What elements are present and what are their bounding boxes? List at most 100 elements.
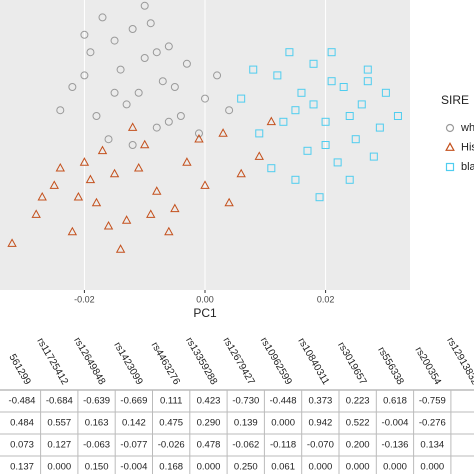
- point: [128, 25, 137, 33]
- table-cell: 0.250: [234, 462, 258, 473]
- point: [122, 100, 131, 109]
- point: [128, 141, 137, 149]
- point: [297, 88, 306, 97]
- point: [363, 65, 372, 74]
- points: [7, 1, 402, 253]
- point: [170, 83, 179, 91]
- point: [73, 191, 84, 201]
- point: [140, 1, 149, 10]
- point: [266, 116, 277, 126]
- point: [333, 158, 342, 167]
- point: [134, 88, 143, 97]
- point: [237, 94, 246, 103]
- table-cell: 0.073: [10, 440, 34, 451]
- point: [164, 226, 174, 236]
- x-tick-label: 0.02: [317, 294, 335, 304]
- point: [85, 174, 96, 184]
- legend-label: white: [460, 122, 474, 134]
- point: [170, 203, 180, 213]
- point: [224, 197, 234, 207]
- table-cell: -0.759: [419, 396, 446, 407]
- point: [273, 71, 282, 80]
- point: [103, 220, 114, 230]
- table-cell: 0.134: [420, 440, 444, 451]
- point: [140, 139, 150, 149]
- column-header: rs1423099: [111, 340, 144, 387]
- point: [133, 162, 144, 172]
- table-cell: -0.118: [270, 440, 296, 451]
- column-header: rs556338: [375, 345, 406, 387]
- point: [194, 129, 203, 138]
- table-cell: 0.000: [346, 462, 370, 473]
- legend-title: SIRE: [441, 93, 469, 107]
- point: [92, 112, 101, 120]
- column-header: rs13359288: [183, 336, 219, 388]
- table-cell: -0.136: [382, 440, 409, 451]
- point: [146, 19, 155, 28]
- point: [255, 129, 264, 138]
- point: [225, 106, 234, 115]
- table-cell: -0.070: [307, 440, 334, 451]
- point: [267, 164, 276, 173]
- table-cell: 0.163: [85, 418, 109, 429]
- grid: [83, 0, 327, 290]
- table-cell: 0.942: [309, 418, 333, 429]
- point: [236, 168, 246, 178]
- point: [254, 151, 264, 160]
- point: [31, 209, 41, 218]
- point: [291, 175, 300, 184]
- column-header: rs12679427: [221, 336, 257, 388]
- point: [321, 117, 330, 126]
- point: [393, 112, 402, 120]
- column-header: rs12649848: [71, 336, 107, 388]
- table-cell: -0.004: [382, 418, 409, 429]
- table-cell: 0.373: [309, 396, 333, 407]
- point: [140, 54, 149, 62]
- point: [98, 13, 107, 22]
- point: [86, 48, 95, 57]
- point: [321, 141, 330, 149]
- table-cell: 0.484: [10, 418, 34, 429]
- table-cell: 0.522: [346, 418, 370, 429]
- x-tick-label: 0.00: [196, 294, 214, 304]
- legend-label: Hispanic: [461, 141, 474, 153]
- table-cell: 0.061: [271, 462, 295, 473]
- point: [375, 123, 384, 132]
- point: [339, 83, 348, 91]
- table-cell: 0.557: [47, 418, 71, 429]
- point: [164, 117, 173, 126]
- point: [146, 209, 156, 218]
- point: [194, 133, 204, 143]
- legend-label: black: [461, 161, 474, 173]
- table-cell: 0.000: [420, 462, 444, 473]
- column-header: rs4463276: [149, 340, 182, 387]
- column-header: rs11725412: [34, 336, 70, 387]
- table-cell: -0.484: [9, 396, 36, 407]
- table-cell: -0.063: [83, 440, 110, 451]
- point: [67, 226, 78, 236]
- point: [55, 162, 65, 172]
- point: [309, 59, 318, 68]
- point: [357, 100, 366, 109]
- point: [285, 48, 294, 57]
- point: [182, 59, 191, 68]
- table-cell: 0.618: [383, 396, 407, 407]
- legend-key: [445, 142, 455, 151]
- point: [104, 135, 113, 144]
- table-cell: 0.223: [346, 396, 370, 407]
- point: [345, 112, 354, 120]
- table-cell: -0.669: [120, 396, 147, 407]
- column-header: rs10840311: [295, 336, 331, 387]
- point: [291, 106, 300, 115]
- point: [97, 145, 108, 155]
- point: [7, 238, 17, 247]
- table-cell: -0.276: [419, 418, 446, 429]
- table-cell: 0.000: [47, 462, 71, 473]
- point: [213, 71, 222, 80]
- point: [327, 48, 336, 57]
- table-cell: 0.423: [197, 396, 221, 407]
- point: [37, 191, 47, 201]
- point: [80, 30, 89, 39]
